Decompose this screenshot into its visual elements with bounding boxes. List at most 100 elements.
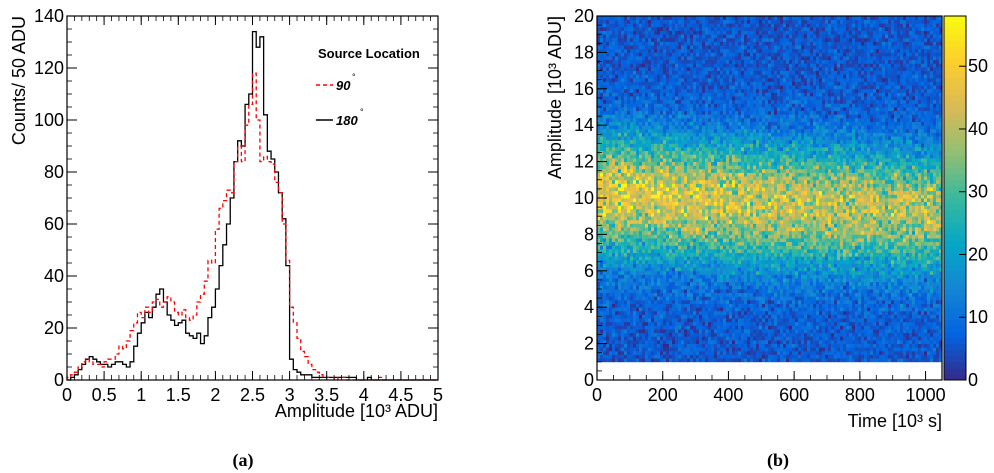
heatmap-cell: [726, 114, 730, 119]
heatmap-cell: [624, 70, 628, 75]
heatmap-cell: [624, 267, 628, 272]
heatmap-cell: [693, 85, 697, 90]
heatmap-cell: [702, 19, 706, 24]
heatmap-cell: [702, 354, 706, 359]
heatmap-cell: [636, 56, 640, 61]
heatmap-cell: [708, 150, 712, 155]
heatmap-cell: [723, 325, 727, 330]
heatmap-cell: [612, 289, 616, 294]
heatmap-cell: [627, 347, 631, 352]
heatmap-cell: [726, 285, 730, 290]
heatmap-cell: [642, 278, 646, 283]
heatmap-cell: [603, 238, 607, 243]
heatmap-cell: [726, 30, 730, 35]
heatmap-cell: [717, 263, 721, 268]
heatmap-cell: [738, 219, 742, 224]
heatmap-cell: [699, 259, 703, 264]
heatmap-cell: [612, 281, 616, 286]
heatmap-cell: [666, 278, 670, 283]
heatmap-cell: [648, 147, 652, 152]
heatmap-cell: [624, 241, 628, 246]
heatmap-cell: [618, 205, 622, 210]
heatmap-cell: [675, 307, 679, 312]
heatmap-cell: [711, 161, 715, 166]
heatmap-cell: [600, 245, 604, 250]
heatmap-cell: [693, 128, 697, 133]
heatmap-cell: [699, 48, 703, 53]
heatmap-cell: [663, 48, 667, 53]
heatmap-cell: [741, 63, 745, 68]
heatmap-cell: [654, 332, 658, 337]
heatmap-cell: [702, 26, 706, 31]
heatmap-cell: [696, 303, 700, 308]
heatmap-cell: [657, 216, 661, 221]
heatmap-cell: [696, 121, 700, 126]
heatmap-cell: [615, 358, 619, 363]
heatmap-cell: [687, 347, 691, 352]
heatmap-cell: [654, 198, 658, 203]
heatmap-cell: [744, 198, 748, 203]
heatmap-cell: [642, 121, 646, 126]
heatmap-cell: [615, 216, 619, 221]
heatmap-cell: [690, 245, 694, 250]
heatmap-cell: [615, 234, 619, 239]
heatmap-cell: [615, 37, 619, 42]
heatmap-cell: [648, 343, 652, 348]
heatmap-cell: [639, 30, 643, 35]
heatmap-cell: [615, 263, 619, 268]
heatmap-cell: [597, 230, 601, 235]
heatmap-cell: [681, 354, 685, 359]
heatmap-cell: [711, 219, 715, 224]
heatmap-cell: [714, 339, 718, 344]
heatmap-cell: [609, 41, 613, 46]
heatmap-cell: [708, 92, 712, 97]
heatmap-cell: [621, 114, 625, 119]
heatmap-cell: [741, 183, 745, 188]
heatmap-cell: [717, 70, 721, 75]
heatmap-cell: [702, 274, 706, 279]
heatmap-cell: [744, 23, 748, 28]
heatmap-cells: [597, 16, 943, 363]
heatmap-cell: [615, 179, 619, 184]
heatmap-cell: [738, 256, 742, 261]
heatmap-cell: [735, 52, 739, 57]
heatmap-cell: [744, 45, 748, 50]
heatmap-cell: [708, 165, 712, 170]
heatmap-cell: [708, 81, 712, 86]
heatmap-cell: [633, 139, 637, 144]
heatmap-cell: [645, 248, 649, 253]
heatmap-cell: [723, 34, 727, 39]
heatmap-cell: [741, 336, 745, 341]
heatmap-cell: [717, 125, 721, 130]
heatmap-cell: [702, 299, 706, 304]
heatmap-cell: [618, 270, 622, 275]
heatmap-cell: [630, 274, 634, 279]
heatmap-cell: [621, 350, 625, 355]
heatmap-cell: [606, 303, 610, 308]
heatmap-cell: [690, 278, 694, 283]
heatmap-cell: [696, 136, 700, 141]
heatmap-cell: [642, 339, 646, 344]
heatmap-cell: [696, 92, 700, 97]
heatmap-cell: [651, 26, 655, 31]
heatmap-cell: [741, 81, 745, 86]
heatmap-cell: [651, 216, 655, 221]
heatmap-cell: [600, 139, 604, 144]
heatmap-cell: [603, 259, 607, 264]
heatmap-cell: [726, 48, 730, 53]
heatmap-cell: [654, 74, 658, 79]
heatmap-cell: [636, 219, 640, 224]
heatmap-cell: [741, 107, 745, 112]
heatmap-cell: [657, 48, 661, 53]
heatmap-cell: [603, 314, 607, 319]
heatmap-cell: [723, 263, 727, 268]
heatmap-cell: [711, 238, 715, 243]
heatmap-cell: [663, 238, 667, 243]
heatmap-cell: [741, 256, 745, 261]
heatmap-cell: [672, 99, 676, 104]
heatmap-cell: [702, 48, 706, 53]
heatmap-cell: [612, 16, 616, 21]
heatmap-cell: [666, 299, 670, 304]
heatmap-cell: [675, 230, 679, 235]
heatmap-cell: [702, 248, 706, 253]
